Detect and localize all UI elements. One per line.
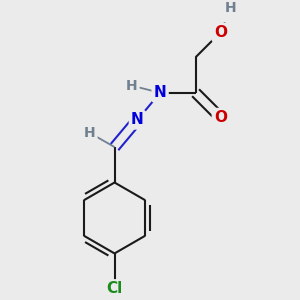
Text: H: H xyxy=(225,1,237,15)
Text: O: O xyxy=(214,110,227,125)
Text: H: H xyxy=(84,126,95,140)
Text: O: O xyxy=(214,25,227,40)
Text: N: N xyxy=(131,112,144,128)
Text: N: N xyxy=(154,85,167,100)
Text: H: H xyxy=(126,79,138,93)
Text: Cl: Cl xyxy=(106,281,123,296)
